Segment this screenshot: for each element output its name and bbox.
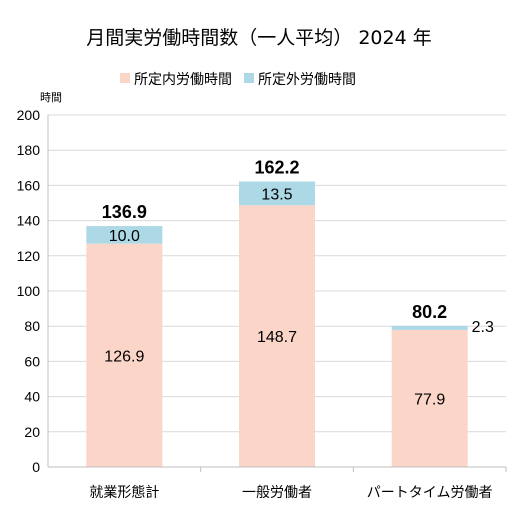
x-tick-label: パートタイム労働者 bbox=[367, 485, 493, 501]
y-axis-ticks: 0 20 40 60 80 100 120 140 160 180 200 bbox=[17, 107, 41, 475]
y-tick-label: 80 bbox=[24, 318, 40, 334]
legend-swatch bbox=[244, 73, 254, 83]
x-tick-label: 就業形態計 bbox=[89, 485, 159, 501]
y-tick-label: 40 bbox=[24, 389, 40, 405]
legend-label: 所定外労働時間 bbox=[258, 72, 356, 88]
data-label: 148.7 bbox=[257, 329, 297, 346]
bar-segment-overtime bbox=[239, 181, 315, 206]
y-tick-label: 120 bbox=[17, 248, 41, 264]
x-tick-label: 一般労働者 bbox=[242, 485, 312, 501]
chart-title: 月間実労働時間数（一人平均） 2024 年 bbox=[86, 27, 431, 49]
legend: 所定内労働時間 所定外労働時間 bbox=[120, 72, 356, 88]
legend-label: 所定内労働時間 bbox=[134, 72, 232, 88]
y-tick-label: 20 bbox=[24, 424, 40, 440]
y-tick-label: 100 bbox=[17, 283, 41, 299]
total-label: 162.2 bbox=[254, 158, 299, 178]
bar-segment-scheduled bbox=[239, 205, 315, 467]
total-label: 136.9 bbox=[102, 202, 147, 222]
bars: 126.9 10.0 136.9 148.7 13.5 162.2 77.9 2.3 80.2 bbox=[86, 158, 494, 467]
bar-segment-scheduled bbox=[86, 243, 163, 467]
total-label: 80.2 bbox=[412, 302, 447, 322]
data-label: 13.5 bbox=[261, 186, 292, 203]
data-label: 2.3 bbox=[472, 319, 494, 336]
data-label: 10.0 bbox=[109, 228, 140, 245]
bar-segment-overtime bbox=[391, 325, 468, 330]
y-tick-label: 60 bbox=[24, 353, 40, 369]
legend-swatch bbox=[120, 73, 130, 83]
data-label: 126.9 bbox=[104, 348, 144, 365]
data-label: 77.9 bbox=[414, 391, 445, 408]
y-tick-label: 160 bbox=[17, 177, 41, 193]
bar-segment-overtime bbox=[86, 226, 163, 244]
y-axis-unit-label: 時間 bbox=[40, 91, 62, 104]
y-tick-label: 140 bbox=[17, 213, 41, 229]
y-tick-label: 180 bbox=[17, 142, 41, 158]
bar-segment-scheduled bbox=[391, 329, 468, 467]
y-tick-label: 0 bbox=[32, 459, 40, 475]
y-tick-label: 200 bbox=[17, 107, 41, 123]
x-axis: 就業形態計 一般労働者 パートタイム労働者 bbox=[47, 115, 507, 501]
